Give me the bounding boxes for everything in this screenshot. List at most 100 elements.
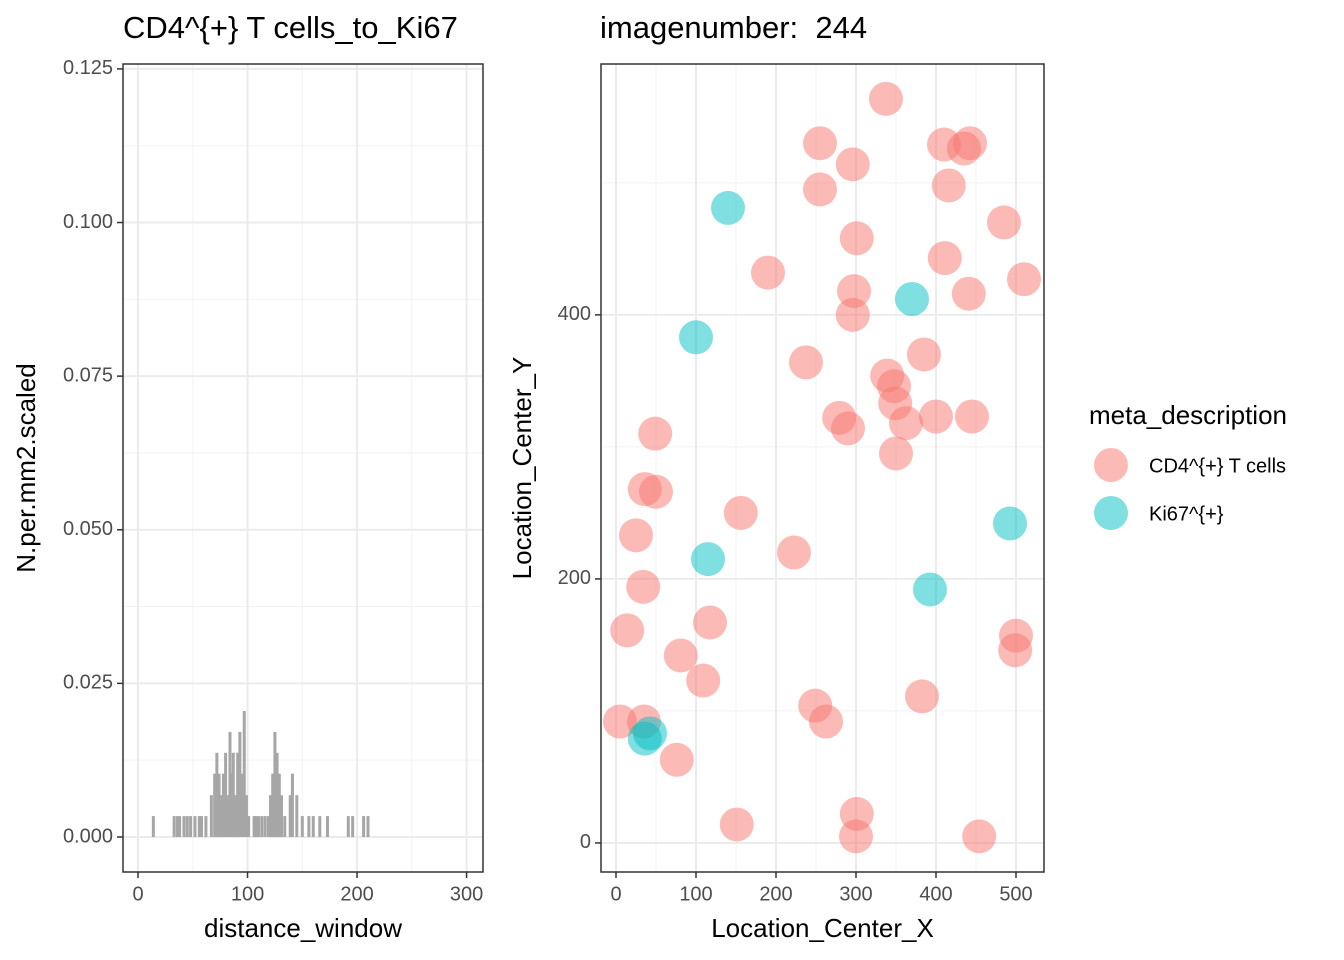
point <box>626 569 661 604</box>
point <box>663 638 698 673</box>
x-tick-label: 200 <box>759 883 792 905</box>
point <box>879 436 913 471</box>
point <box>711 190 745 225</box>
point <box>803 126 837 161</box>
bar <box>217 773 221 837</box>
point <box>905 679 939 714</box>
bar <box>290 773 294 837</box>
bar <box>204 816 208 837</box>
bar <box>277 773 281 837</box>
y-tick-label: 0.075 <box>63 364 113 386</box>
point <box>1007 262 1041 297</box>
legend-title: meta_description <box>1089 400 1287 430</box>
bar <box>295 795 299 837</box>
y-tick-label: 0 <box>580 831 591 853</box>
bar <box>252 816 256 837</box>
bar <box>247 816 251 837</box>
panel-border <box>122 63 484 873</box>
bar <box>213 773 217 837</box>
point <box>835 297 870 332</box>
point <box>839 221 874 256</box>
bar <box>275 752 279 837</box>
point <box>719 807 754 842</box>
point <box>889 406 923 441</box>
point <box>610 613 645 648</box>
bar <box>178 816 182 837</box>
y-tick-label: 0.125 <box>63 57 113 79</box>
bar <box>244 795 248 837</box>
chart-title: CD4^{+} T cells_to_Ki67 <box>123 10 458 45</box>
point <box>869 81 903 116</box>
bar <box>200 816 204 837</box>
point <box>913 572 947 607</box>
point <box>777 535 811 570</box>
point <box>993 506 1027 541</box>
y-axis-title: Location_Center_Y <box>507 357 537 580</box>
y-tick-label: 200 <box>558 567 591 589</box>
legend-label: Ki67^{+} <box>1149 503 1224 525</box>
bar <box>283 816 287 837</box>
x-axis-title: Location_Center_X <box>711 913 934 943</box>
legend-key <box>1094 448 1128 482</box>
bar <box>209 795 213 837</box>
point <box>659 742 694 777</box>
point <box>987 205 1021 240</box>
x-tick-label: 0 <box>132 883 143 905</box>
bar <box>325 816 329 837</box>
point <box>927 241 962 276</box>
legend-key <box>1094 496 1128 530</box>
bar <box>311 816 315 837</box>
x-tick-label: 400 <box>919 883 952 905</box>
point <box>619 518 653 553</box>
point <box>638 416 673 451</box>
point <box>603 704 637 739</box>
bar <box>269 795 273 837</box>
x-tick-label: 0 <box>610 883 621 905</box>
point <box>831 411 865 446</box>
bar <box>197 816 201 837</box>
point <box>679 320 713 355</box>
point <box>907 337 941 372</box>
point <box>627 721 662 756</box>
bar <box>279 795 283 837</box>
bar <box>307 816 311 837</box>
bar <box>242 711 246 837</box>
bar <box>366 816 370 837</box>
x-axis-title: distance_window <box>204 913 402 943</box>
bar <box>172 816 176 837</box>
point <box>751 255 785 290</box>
bar <box>229 773 233 837</box>
y-tick-label: 0.025 <box>63 672 113 694</box>
x-tick-label: 200 <box>340 883 373 905</box>
point <box>947 131 981 166</box>
bar <box>219 795 223 837</box>
point <box>895 282 929 317</box>
bar <box>151 816 155 837</box>
point <box>691 542 725 577</box>
point <box>955 399 989 434</box>
y-tick-label: 0.000 <box>63 825 113 847</box>
bar <box>215 752 219 837</box>
bar <box>288 795 292 837</box>
y-tick-label: 400 <box>558 303 591 325</box>
bar <box>189 816 193 837</box>
point <box>835 147 870 182</box>
bar <box>226 795 230 837</box>
bar <box>238 731 242 837</box>
bar <box>254 816 258 837</box>
point <box>951 276 986 311</box>
x-tick-label: 300 <box>839 883 872 905</box>
point <box>839 819 873 854</box>
chart-title: imagenumber: 244 <box>600 10 867 45</box>
x-tick-label: 100 <box>679 883 712 905</box>
y-tick-label: 0.100 <box>63 211 113 233</box>
bar <box>221 773 225 837</box>
bar <box>185 816 189 837</box>
point <box>686 663 721 698</box>
bar <box>263 816 267 837</box>
bar <box>193 816 197 837</box>
bar <box>266 816 270 837</box>
bar <box>273 731 277 837</box>
bar <box>233 795 237 837</box>
